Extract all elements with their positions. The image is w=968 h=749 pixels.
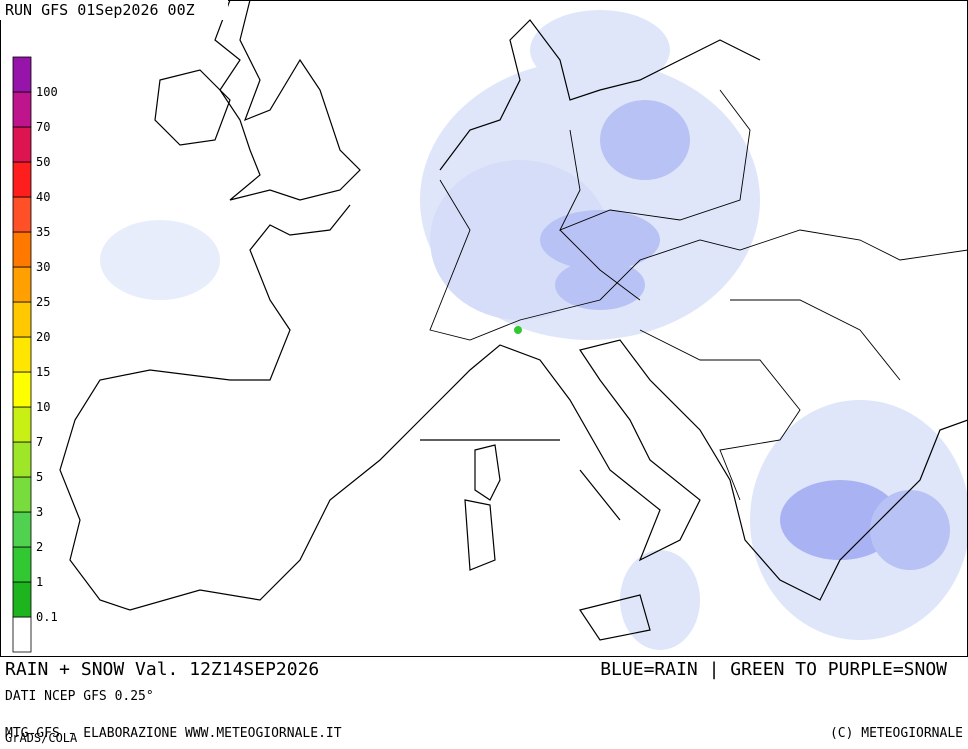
color-swatch xyxy=(12,91,32,128)
snow-label: 15 xyxy=(36,365,50,379)
precipitation-field xyxy=(100,10,968,650)
legend-note: BLUE=RAIN | GREEN TO PURPLE=SNOW xyxy=(600,659,947,680)
coastline xyxy=(464,444,501,571)
rain-area xyxy=(620,550,700,650)
border xyxy=(429,179,968,341)
color-swatch xyxy=(12,546,32,583)
color-swatch xyxy=(12,231,32,268)
rain-area xyxy=(555,260,645,310)
snow-label: 70 xyxy=(36,120,50,134)
rain-area xyxy=(780,480,900,560)
snow-label: 30 xyxy=(36,260,50,274)
snow-label: 25 xyxy=(36,295,50,309)
coastline xyxy=(439,19,761,171)
run-label: RUN GFS 01Sep2026 00Z xyxy=(5,1,195,19)
color-swatch xyxy=(12,196,32,233)
snow-label: 35 xyxy=(36,225,50,239)
color-swatch xyxy=(12,406,32,443)
credit: MTG-GFS - ELABORAZIONE WWW.METEOGIORNALE… xyxy=(5,726,342,741)
snow-label: 50 xyxy=(36,155,50,169)
color-swatch xyxy=(12,56,32,93)
snow-label: 100 xyxy=(36,85,58,99)
snow-label: 2 xyxy=(36,540,43,554)
color-swatch xyxy=(12,511,32,548)
run-box xyxy=(0,0,228,20)
snow-label: 40 xyxy=(36,190,50,204)
grads-credit: GrADS/COLA xyxy=(5,731,78,745)
color-swatch xyxy=(12,301,32,338)
color-swatch xyxy=(12,616,32,653)
snow-spot xyxy=(514,326,522,334)
color-swatch xyxy=(12,161,32,198)
coastline xyxy=(420,439,651,641)
color-swatch xyxy=(12,581,32,618)
map-outline xyxy=(59,0,968,641)
color-swatch xyxy=(12,336,32,373)
rain-area xyxy=(600,100,690,180)
color-swatch xyxy=(12,441,32,478)
rain-area xyxy=(540,210,660,270)
snow-label: 5 xyxy=(36,470,43,484)
snow-label: 3 xyxy=(36,505,43,519)
snow-label: 10 xyxy=(36,400,50,414)
border xyxy=(559,89,901,501)
rain-area xyxy=(870,490,950,570)
copyright: (C) METEOGIORNALE xyxy=(830,726,963,741)
color-swatch xyxy=(12,266,32,303)
color-swatch xyxy=(12,476,32,513)
coastline xyxy=(214,0,361,201)
rain-area xyxy=(530,10,670,90)
snow-label: 0.1 xyxy=(36,610,58,624)
color-swatch xyxy=(12,371,32,408)
map-title: RAIN + SNOW Val. 12Z14SEP2026 xyxy=(5,659,319,680)
coastline xyxy=(154,69,231,146)
source: DATI NCEP GFS 0.25° xyxy=(5,689,154,704)
footer-panel xyxy=(0,657,968,745)
rain-area xyxy=(100,220,220,300)
snow-label: 7 xyxy=(36,435,43,449)
color-swatch xyxy=(12,126,32,163)
snow-label: 20 xyxy=(36,330,50,344)
snow-label: 1 xyxy=(36,575,43,589)
coastline xyxy=(59,204,968,611)
